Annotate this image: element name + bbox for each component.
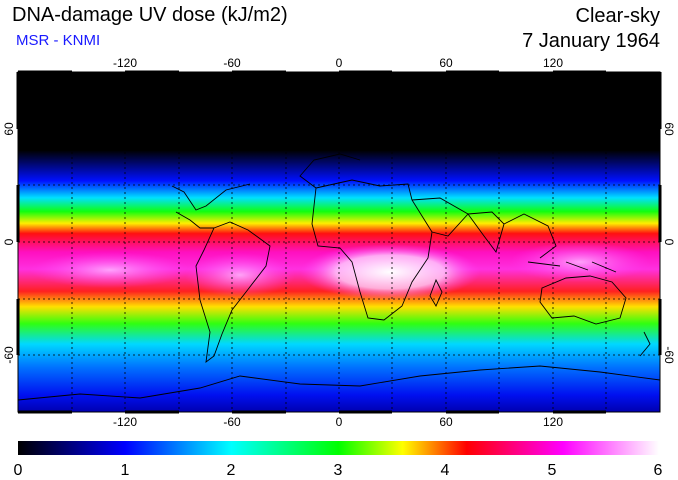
date-label: 7 January 1964 [522,30,660,52]
lon-tick-label-bottom: 120 [543,415,563,429]
colorbar-label: 6 [654,462,663,479]
lat-tick-label-right: 60 [662,122,676,136]
indonesia-islands [527,261,617,273]
colorbar-label: 1 [121,462,130,479]
lon-tick-label-top: -120 [113,56,137,70]
uv-maximum-pacific [30,252,190,288]
new-zealand-outline [639,331,651,357]
europe-coast [299,153,361,189]
madagascar-outline [429,278,443,307]
colorbar-label: 5 [548,462,557,479]
lat-tick-label-right: 0 [662,239,676,246]
north-america-coast [171,183,251,211]
credit-label: MSR - KNMI [16,32,101,49]
sky-condition-label: Clear-sky [575,5,660,27]
india-outline [467,211,505,253]
colorbar-label: 2 [227,462,236,479]
uv-maximum-africa [300,244,480,300]
lat-tick-label-left: -60 [2,346,16,364]
lon-tick-label-bottom: -60 [223,415,241,429]
lat-tick-label-right: -60 [662,346,676,364]
south-america-outline [195,221,271,364]
central-america-outline [175,211,214,229]
lon-tick-label-top: 0 [336,56,343,70]
colorbar-label: 4 [441,462,450,479]
lon-tick-label-bottom: 0 [336,415,343,429]
lat-tick-label-left: 0 [2,238,16,245]
colorbar [18,441,659,455]
uv-maximum-brazil [185,253,295,297]
lon-tick-label-top: 120 [543,56,563,70]
lon-tick-label-bottom: 60 [439,415,453,429]
lat-tick-label-left: 60 [2,122,16,136]
map-frame [16,70,662,414]
map-title: DNA-damage UV dose (kJ/m2) [12,4,288,26]
southeast-asia-coast [503,213,557,259]
graticule [18,72,660,412]
colorbar-label: 3 [334,462,343,479]
antarctica-coast [18,365,660,401]
colorbar-label: 0 [14,462,23,479]
lon-tick-label-top: 60 [439,56,453,70]
lon-tick-label-top: -60 [223,56,241,70]
australia-outline [539,275,627,325]
coastlines [18,153,660,401]
map-subtitle: Clear-sky 7 January 1964 [522,4,660,54]
lon-tick-label-bottom: -120 [113,415,137,429]
